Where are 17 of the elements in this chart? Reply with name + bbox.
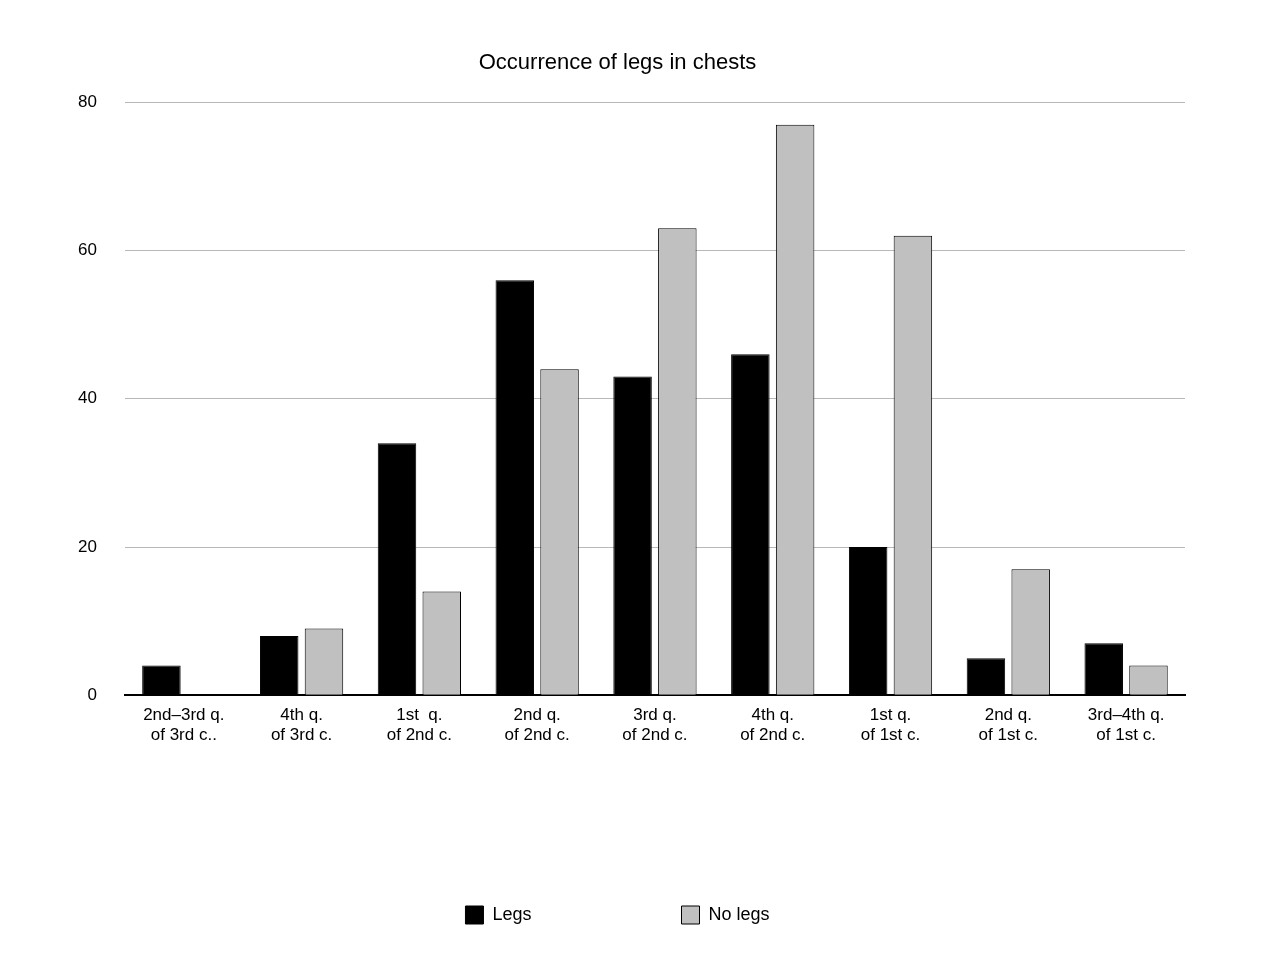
y-tick-label: 40	[77, 388, 97, 408]
x-tick-label: 2nd–3rd q. of 3rd c..	[143, 705, 225, 745]
x-tick-label: 4th q. of 2nd c.	[740, 705, 806, 745]
x-tick-label: 2nd q. of 2nd c.	[504, 705, 570, 745]
y-tick-label: 0	[87, 684, 97, 704]
x-tick-label: 1st q. of 1st c.	[860, 705, 921, 745]
x-tick-label: 1st q. of 2nd c.	[386, 705, 452, 745]
x-tick-label: 3rd q. of 2nd c.	[622, 705, 688, 745]
chart-title: Occurrence of legs in chests	[478, 49, 757, 75]
legend-label: Legs	[492, 903, 532, 924]
x-tick-label: 2nd q. of 1st c.	[978, 705, 1039, 745]
y-tick-label: 20	[77, 536, 97, 556]
y-tick-label: 60	[77, 240, 97, 260]
x-tick-label: 4th q. of 3rd c.	[270, 705, 333, 745]
x-tick-label: 3rd–4th q. of 1st c.	[1087, 705, 1165, 745]
y-tick-label: 80	[77, 92, 97, 112]
legend-label: No legs	[708, 903, 770, 924]
